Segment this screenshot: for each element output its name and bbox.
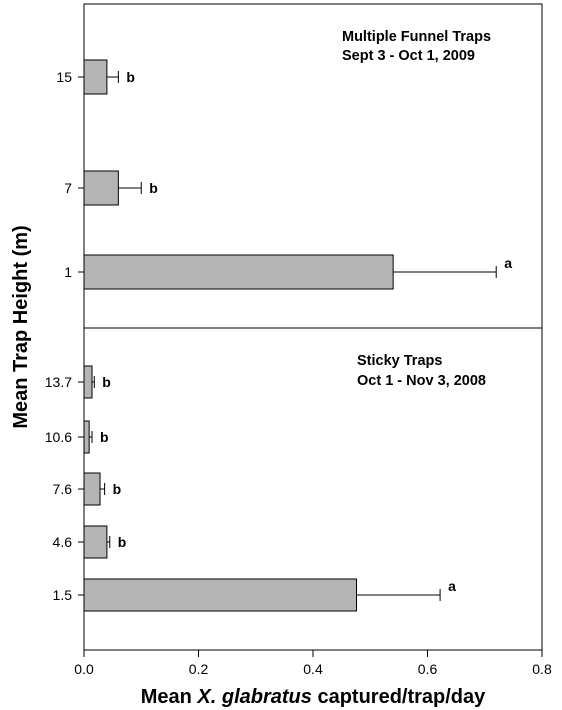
sticky-significance-letter-4-6: b [118,534,127,550]
top-panel-bars: 15 b 7 b 1 a [56,59,512,290]
sticky-bar-13-7 [83,365,93,399]
x-tick-label-1: 0.2 [189,661,209,677]
sticky-y-tick-label-13-7: 13.7 [45,374,72,390]
sticky-bar-7-6 [83,472,101,506]
x-tick-label-3: 0.6 [418,661,438,677]
sticky-significance-letter-7-6: b [113,481,122,497]
sticky-significance-letter-10-6: b [100,429,109,445]
sticky-y-tick-label-7-6: 7.6 [53,481,73,497]
bottom-panel-title-line2: Oct 1 - Nov 3, 2008 [357,373,486,389]
funnel-bar-15 [83,59,108,95]
sticky-error-bar-4-6 [106,536,111,548]
x-tick-label-2: 0.4 [303,661,323,677]
x-axis-title-prefix: Mean [141,686,198,708]
sticky-y-tick-label-1-5: 1.5 [53,587,73,603]
sticky-bar-1-5 [83,578,358,612]
funnel-significance-letter-15: b [126,69,135,85]
x-axis-title-italic: X. glabratus [196,686,311,708]
sticky-bar-4-6 [83,525,108,559]
top-panel-title-line1: Multiple Funnel Traps [342,29,491,45]
x-axis-title-suffix: captured/trap/day [312,686,486,708]
x-axis-title: Mean X. glabratus captured/trap/day [141,686,486,708]
funnel-error-bar-15 [106,71,119,83]
sticky-significance-letter-13-7: b [102,374,111,390]
y-axis-title: Mean Trap Height (m) [10,225,32,428]
sticky-error-bar-10-6 [89,431,93,443]
sticky-significance-letter-1-5: a [448,578,456,594]
funnel-y-tick-label-15: 15 [56,69,72,85]
sticky-error-bar-1-5 [356,589,441,601]
funnel-significance-letter-1: a [504,255,512,271]
bottom-panel-bars: 13.7 b 10.6 b 7.6 b 4.6 b 1.5 a [45,365,456,612]
bottom-panel-title-line1: Sticky Traps [357,353,442,369]
funnel-error-bar-1 [393,266,497,278]
x-tick-label-4: 0.8 [532,661,552,677]
sticky-y-tick-label-4-6: 4.6 [53,534,73,550]
funnel-significance-letter-7: b [149,180,158,196]
x-axis: 0.0 0.2 0.4 0.6 0.8 [74,650,552,677]
funnel-y-tick-label-7: 7 [64,180,72,196]
sticky-error-bar-13-7 [92,376,95,388]
funnel-bar-1 [83,254,394,290]
funnel-bar-7 [83,170,119,206]
sticky-y-tick-label-10-6: 10.6 [45,429,72,445]
x-tick-label-0: 0.0 [74,661,94,677]
top-panel-title-line2: Sept 3 - Oct 1, 2009 [342,48,475,64]
sticky-bar-10-6 [83,420,90,454]
funnel-error-bar-7 [118,182,142,194]
funnel-y-tick-label-1: 1 [64,264,72,280]
sticky-error-bar-7-6 [100,483,106,495]
